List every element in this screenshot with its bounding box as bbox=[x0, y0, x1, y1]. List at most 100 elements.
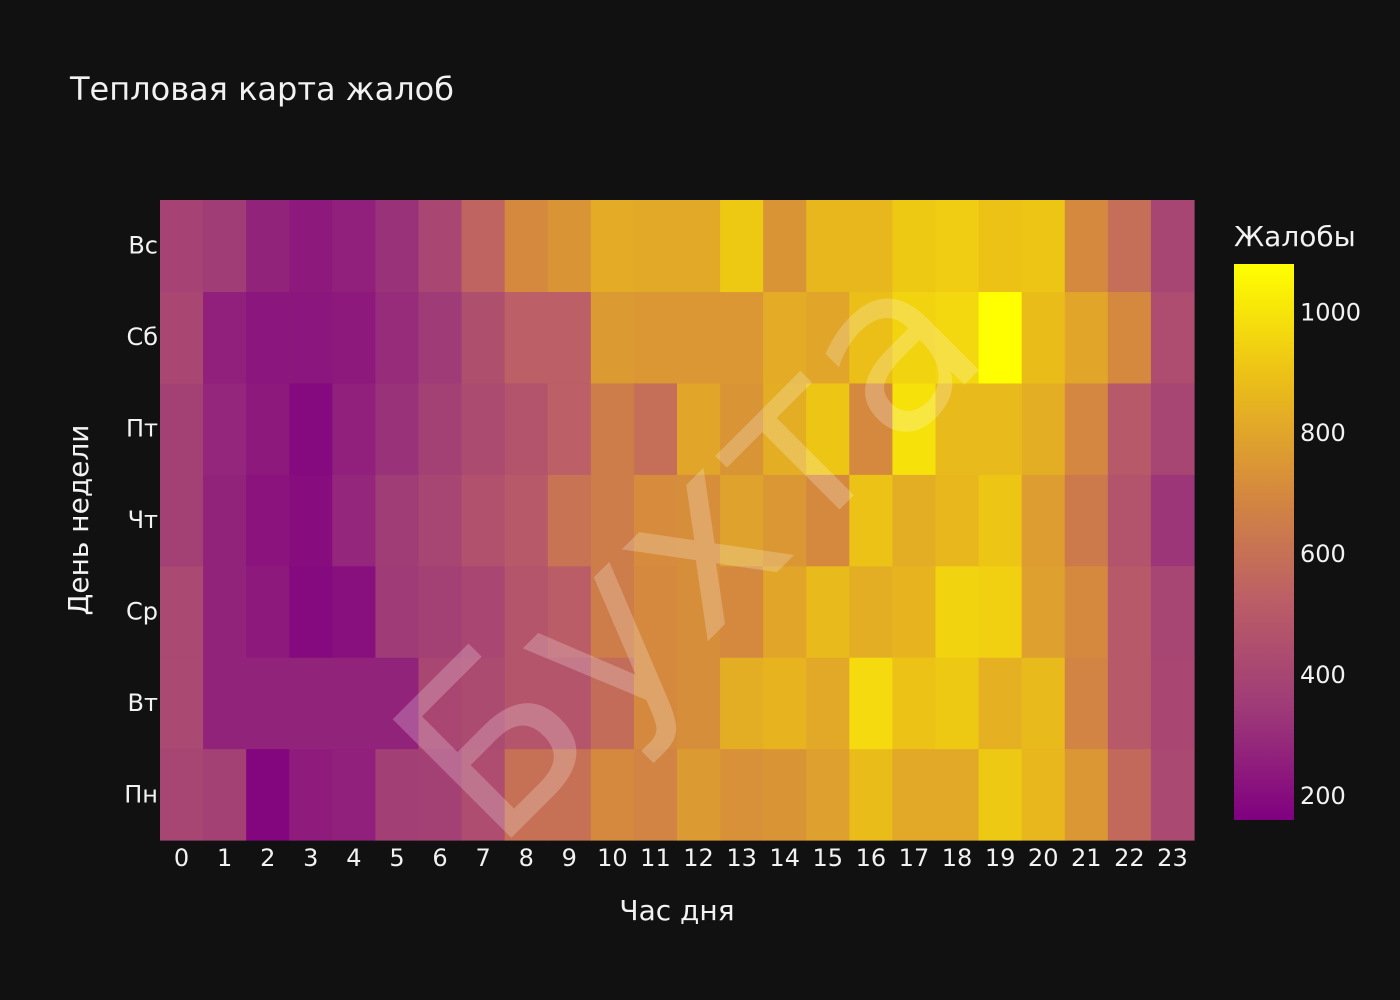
heatmap-cell-Пн-16 bbox=[849, 748, 894, 841]
heatmap-cell-Ср-18 bbox=[935, 565, 980, 658]
x-tick-label: 9 bbox=[562, 844, 577, 872]
heatmap-cell-Пн-2 bbox=[246, 748, 290, 841]
heatmap-cell-Сб-5 bbox=[375, 291, 420, 384]
heatmap-cell-Чт-19 bbox=[978, 474, 1023, 567]
heatmap-cell-Вт-23 bbox=[1150, 657, 1195, 750]
x-tick-label: 5 bbox=[389, 844, 404, 872]
y-axis-title: День недели bbox=[62, 424, 95, 615]
heatmap-cell-Сб-7 bbox=[461, 291, 506, 384]
heatmap-cell-Сб-3 bbox=[289, 291, 333, 384]
heatmap-cell-Ср-0 bbox=[160, 565, 204, 658]
heatmap-cell-Чт-20 bbox=[1021, 474, 1066, 567]
heatmap-cell-Сб-12 bbox=[677, 291, 721, 384]
x-tick-label: 6 bbox=[432, 844, 447, 872]
heatmap-cell-Пт-15 bbox=[806, 382, 850, 475]
heatmap-cell-Вс-15 bbox=[806, 200, 850, 293]
heatmap-cell-Вс-6 bbox=[418, 200, 463, 293]
heatmap-cell-Пт-0 bbox=[160, 382, 204, 475]
heatmap-cell-Вс-18 bbox=[935, 200, 980, 293]
heatmap-cell-Пн-9 bbox=[547, 748, 592, 841]
heatmap-cell-Ср-9 bbox=[547, 565, 592, 658]
heatmap-cell-Пт-22 bbox=[1107, 382, 1152, 475]
heatmap-cell-Сб-16 bbox=[849, 291, 894, 384]
heatmap-cell-Пт-1 bbox=[203, 382, 247, 475]
x-tick-label: 16 bbox=[856, 844, 887, 872]
heatmap-cell-Вт-22 bbox=[1107, 657, 1152, 750]
heatmap-cell-Вс-3 bbox=[289, 200, 333, 293]
heatmap-cell-Пт-13 bbox=[720, 382, 764, 475]
y-axis-ticks: Пн Вт Ср Чт Пт Сб Вс bbox=[124, 232, 158, 809]
heatmap-cell-Ср-19 bbox=[978, 565, 1023, 658]
heatmap-cell-Пт-19 bbox=[978, 382, 1023, 475]
heatmap-cell-Вс-7 bbox=[461, 200, 506, 293]
colorbar-tick-label: 200 bbox=[1300, 782, 1346, 810]
heatmap-cell-Пт-4 bbox=[332, 382, 377, 475]
x-tick-label: 0 bbox=[174, 844, 189, 872]
y-tick-label: Ср bbox=[126, 597, 158, 625]
chart-title: Тепловая карта жалоб bbox=[69, 70, 454, 108]
x-tick-label: 3 bbox=[303, 844, 318, 872]
heatmap-cell-Чт-18 bbox=[935, 474, 980, 567]
x-tick-label: 4 bbox=[346, 844, 361, 872]
colorbar-ticks: 200 400 600 800 1000 bbox=[1300, 298, 1361, 809]
heatmap-cell-Пт-3 bbox=[289, 382, 333, 475]
colorbar bbox=[1234, 264, 1294, 820]
heatmap-cell-Пт-20 bbox=[1021, 382, 1066, 475]
heatmap-cell-Сб-2 bbox=[246, 291, 290, 384]
heatmap-cell-Ср-10 bbox=[590, 565, 635, 658]
heatmap-cell-Чт-3 bbox=[289, 474, 333, 567]
heatmap-cell-Пн-18 bbox=[935, 748, 980, 841]
heatmap-cell-Сб-23 bbox=[1150, 291, 1195, 384]
heatmap-cell-Ср-21 bbox=[1064, 565, 1109, 658]
y-tick-label: Вс bbox=[128, 232, 158, 260]
heatmap-cell-Чт-14 bbox=[763, 474, 807, 567]
heatmap-cell-Чт-15 bbox=[806, 474, 850, 567]
heatmap-cell-Сб-15 bbox=[806, 291, 850, 384]
heatmap-cell-Сб-21 bbox=[1064, 291, 1109, 384]
heatmap-cell-Вт-12 bbox=[677, 657, 721, 750]
y-tick-label: Чт bbox=[128, 506, 158, 534]
colorbar-tick-label: 600 bbox=[1300, 540, 1346, 568]
heatmap-cell-Пн-19 bbox=[978, 748, 1023, 841]
heatmap-cell-Пн-4 bbox=[332, 748, 377, 841]
heatmap-cell-Вт-15 bbox=[806, 657, 850, 750]
heatmap-cell-Чт-10 bbox=[590, 474, 635, 567]
heatmap-cell-Чт-17 bbox=[892, 474, 937, 567]
heatmap-cell-Вт-21 bbox=[1064, 657, 1109, 750]
heatmap-cell-Ср-6 bbox=[418, 565, 463, 658]
heatmap-cell-Пт-6 bbox=[418, 382, 463, 475]
heatmap-cell-Пн-17 bbox=[892, 748, 937, 841]
heatmap-cell-Пт-11 bbox=[633, 382, 678, 475]
heatmap-cell-Чт-23 bbox=[1150, 474, 1195, 567]
heatmap-cell-Вс-1 bbox=[203, 200, 247, 293]
heatmap-cell-Вт-20 bbox=[1021, 657, 1066, 750]
heatmap-cell-Чт-6 bbox=[418, 474, 463, 567]
heatmap-cell-Пн-22 bbox=[1107, 748, 1152, 841]
heatmap-cell-Сб-0 bbox=[160, 291, 204, 384]
heatmap-cell-Чт-12 bbox=[677, 474, 721, 567]
heatmap-cell-Вс-23 bbox=[1150, 200, 1195, 293]
heatmap-cell-Чт-5 bbox=[375, 474, 420, 567]
heatmap-cell-Вс-14 bbox=[763, 200, 807, 293]
heatmap-cell-Пт-5 bbox=[375, 382, 420, 475]
heatmap-cell-Вт-7 bbox=[461, 657, 506, 750]
heatmap-cell-Чт-16 bbox=[849, 474, 894, 567]
heatmap-cell-Чт-11 bbox=[633, 474, 678, 567]
heatmap-cell-Пт-16 bbox=[849, 382, 894, 475]
heatmap-cell-Пн-15 bbox=[806, 748, 850, 841]
heatmap-cell-Пт-14 bbox=[763, 382, 807, 475]
heatmap-cell-Пн-11 bbox=[633, 748, 678, 841]
heatmap-cell-Пн-23 bbox=[1150, 748, 1195, 841]
x-tick-label: 22 bbox=[1114, 844, 1145, 872]
heatmap-cell-Вт-3 bbox=[289, 657, 333, 750]
x-tick-label: 11 bbox=[640, 844, 671, 872]
heatmap-cell-Сб-14 bbox=[763, 291, 807, 384]
heatmap-cell-Пн-21 bbox=[1064, 748, 1109, 841]
heatmap-cell-Сб-6 bbox=[418, 291, 463, 384]
heatmap-cell-Ср-22 bbox=[1107, 565, 1152, 658]
heatmap-cell-Ср-5 bbox=[375, 565, 420, 658]
x-tick-label: 19 bbox=[985, 844, 1016, 872]
heatmap-cell-Пн-12 bbox=[677, 748, 721, 841]
heatmap-cell-Вт-0 bbox=[160, 657, 204, 750]
heatmap-cell-Вт-9 bbox=[547, 657, 592, 750]
